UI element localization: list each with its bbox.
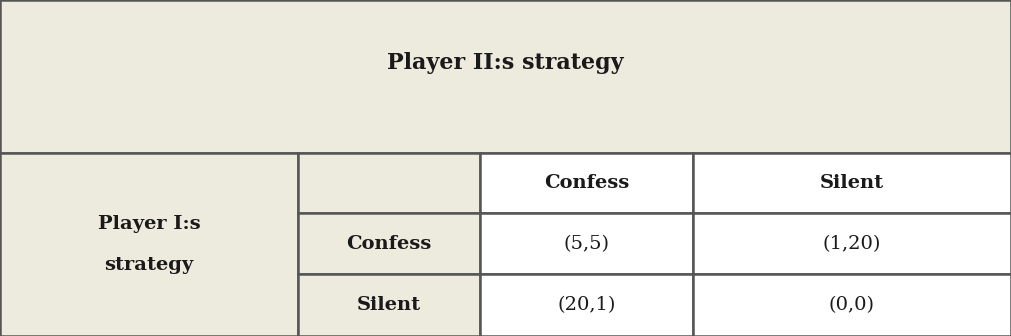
Text: Player I:s: Player I:s	[98, 215, 200, 233]
Text: Player II:s strategy: Player II:s strategy	[387, 52, 624, 74]
Bar	[480, 213, 693, 274]
Bar	[693, 274, 1011, 336]
Text: (0,0): (0,0)	[829, 296, 875, 314]
Bar	[693, 153, 1011, 213]
Bar	[480, 274, 693, 336]
Bar	[0, 153, 298, 336]
Text: (20,1): (20,1)	[557, 296, 616, 314]
Text: Silent: Silent	[820, 174, 884, 192]
Bar	[0, 0, 1011, 153]
Text: strategy: strategy	[104, 256, 194, 274]
Text: (5,5): (5,5)	[563, 235, 610, 253]
Bar	[298, 274, 480, 336]
Text: (1,20): (1,20)	[823, 235, 881, 253]
Bar	[693, 213, 1011, 274]
Text: Confess: Confess	[544, 174, 629, 192]
Text: Confess: Confess	[347, 235, 432, 253]
Bar	[480, 153, 693, 213]
Bar	[298, 213, 480, 274]
Text: Silent: Silent	[357, 296, 422, 314]
Bar	[298, 153, 480, 213]
